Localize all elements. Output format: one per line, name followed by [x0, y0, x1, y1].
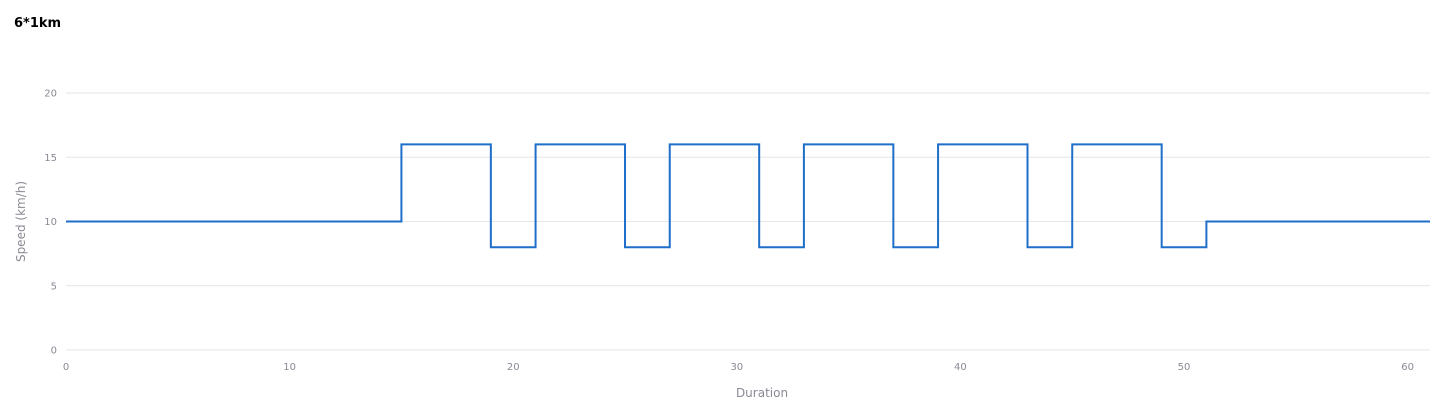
y-tick-label: 10 [44, 217, 57, 228]
y-tick-label: 5 [51, 281, 57, 292]
x-tick-label: 30 [730, 362, 743, 373]
x-tick-label: 20 [507, 362, 520, 373]
series-layer [66, 143, 1430, 249]
y-axis-ticks: 0 5 10 15 20 [44, 89, 57, 357]
x-axis-title: Duration [736, 386, 788, 400]
grid-lines [66, 92, 1430, 351]
y-tick-label: 0 [51, 346, 57, 357]
y-tick-label: 15 [44, 153, 57, 164]
x-tick-label: 10 [283, 362, 296, 373]
x-tick-label: 60 [1401, 362, 1414, 373]
x-tick-label: 40 [954, 362, 967, 373]
y-tick-label: 20 [44, 89, 57, 100]
x-tick-label: 50 [1178, 362, 1191, 373]
chart-title: 6*1km [14, 16, 62, 31]
x-axis-ticks: 0 10 20 30 40 50 60 [63, 362, 1414, 373]
y-axis-title: Speed (km/h) [14, 181, 28, 262]
x-tick-label: 0 [63, 362, 69, 373]
series-line-0 [66, 143, 1430, 249]
